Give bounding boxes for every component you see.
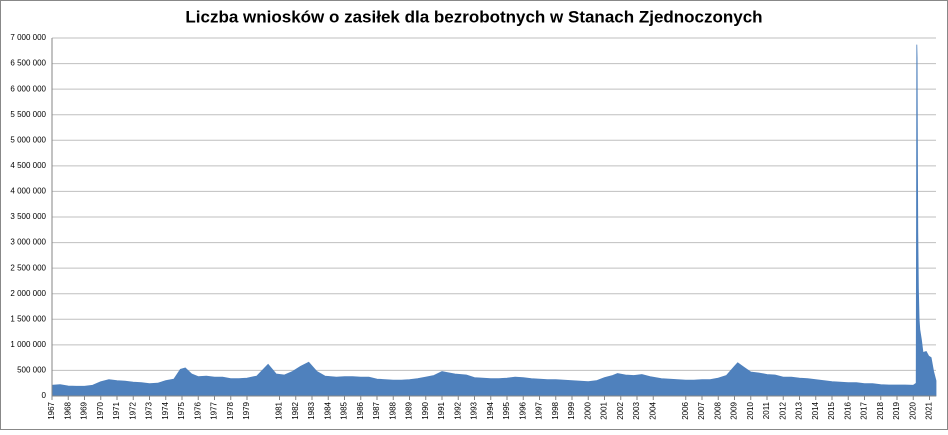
y-tick-label: 6 000 000 xyxy=(10,84,46,93)
x-tick-label: 1967 xyxy=(47,401,56,419)
x-tick-label: 2003 xyxy=(632,401,641,419)
y-tick-label: 4 500 000 xyxy=(10,161,46,170)
y-tick-label: 2 500 000 xyxy=(10,263,46,272)
x-tick-label: 1974 xyxy=(161,401,170,419)
x-tick-label: 2000 xyxy=(583,401,592,419)
y-tick-label: 1 000 000 xyxy=(10,340,46,349)
y-tick-label: 4 000 000 xyxy=(10,187,46,196)
x-tick-label: 1981 xyxy=(275,401,284,419)
x-tick-label: 2004 xyxy=(648,401,657,419)
x-tick-label: 1970 xyxy=(96,401,105,419)
x-tick-label: 1990 xyxy=(421,401,430,419)
x-tick-label: 1987 xyxy=(372,401,381,419)
y-tick-label: 0 xyxy=(42,391,47,400)
x-tick-label: 1995 xyxy=(502,401,511,419)
y-tick-label: 7 000 000 xyxy=(10,33,46,42)
x-tick-label: 1968 xyxy=(63,401,72,419)
x-tick-label: 1994 xyxy=(486,401,495,419)
x-tick-label: 1976 xyxy=(193,401,202,419)
x-tick-label: 1985 xyxy=(340,401,349,419)
x-tick-label: 1977 xyxy=(210,401,219,419)
x-tick-label: 2017 xyxy=(860,401,869,419)
x-tick-label: 1979 xyxy=(242,401,251,419)
chart-title: Liczba wniosków o zasiłek dla bezrobotny… xyxy=(185,7,762,26)
x-tick-label: 2021 xyxy=(925,401,934,419)
x-tick-label: 1982 xyxy=(291,401,300,419)
x-tick-label: 2001 xyxy=(600,401,609,419)
x-tick-label: 2012 xyxy=(778,401,787,419)
x-tick-label: 2020 xyxy=(908,401,917,419)
y-tick-label: 2 000 000 xyxy=(10,289,46,298)
x-tick-label: 1978 xyxy=(226,401,235,419)
x-tick-label: 1986 xyxy=(356,401,365,419)
x-tick-label: 2019 xyxy=(892,401,901,419)
x-tick-label: 1999 xyxy=(567,401,576,419)
y-tick-label: 6 500 000 xyxy=(10,59,46,68)
x-tick-label: 1993 xyxy=(470,401,479,419)
x-tick-label: 2015 xyxy=(827,401,836,419)
x-tick-label: 1984 xyxy=(323,401,332,419)
y-tick-label: 3 000 000 xyxy=(10,238,46,247)
y-tick-label: 5 000 000 xyxy=(10,135,46,144)
x-tick-label: 1973 xyxy=(145,401,154,419)
x-tick-label: 1972 xyxy=(128,401,137,419)
x-tick-label: 2014 xyxy=(811,401,820,419)
x-tick-label: 1991 xyxy=(437,401,446,419)
x-tick-label: 2009 xyxy=(730,401,739,419)
y-tick-label: 3 500 000 xyxy=(10,212,46,221)
x-tick-label: 1992 xyxy=(453,401,462,419)
x-tick-label: 2007 xyxy=(697,401,706,419)
x-tick-label: 2018 xyxy=(876,401,885,419)
x-tick-label: 1983 xyxy=(307,401,316,419)
x-tick-label: 1989 xyxy=(405,401,414,419)
y-tick-label: 1 500 000 xyxy=(10,314,46,323)
x-tick-label: 2013 xyxy=(795,401,804,419)
x-tick-label: 2006 xyxy=(681,401,690,419)
x-tick-label: 2011 xyxy=(762,401,771,419)
x-tick-label: 1998 xyxy=(551,401,560,419)
x-tick-label: 1988 xyxy=(388,401,397,419)
x-tick-label: 1969 xyxy=(80,401,89,419)
y-tick-label: 500 000 xyxy=(17,366,46,375)
x-tick-label: 1971 xyxy=(112,401,121,419)
x-tick-label: 1996 xyxy=(518,401,527,419)
y-tick-label: 5 500 000 xyxy=(10,110,46,119)
x-tick-label: 2008 xyxy=(713,401,722,419)
area xyxy=(51,44,937,397)
x-tick-label: 2002 xyxy=(616,401,625,419)
x-tick-label: 1997 xyxy=(535,401,544,419)
x-tick-label: 1975 xyxy=(177,401,186,419)
x-tick-label: 2010 xyxy=(746,401,755,419)
x-tick-label: 2016 xyxy=(843,401,852,419)
